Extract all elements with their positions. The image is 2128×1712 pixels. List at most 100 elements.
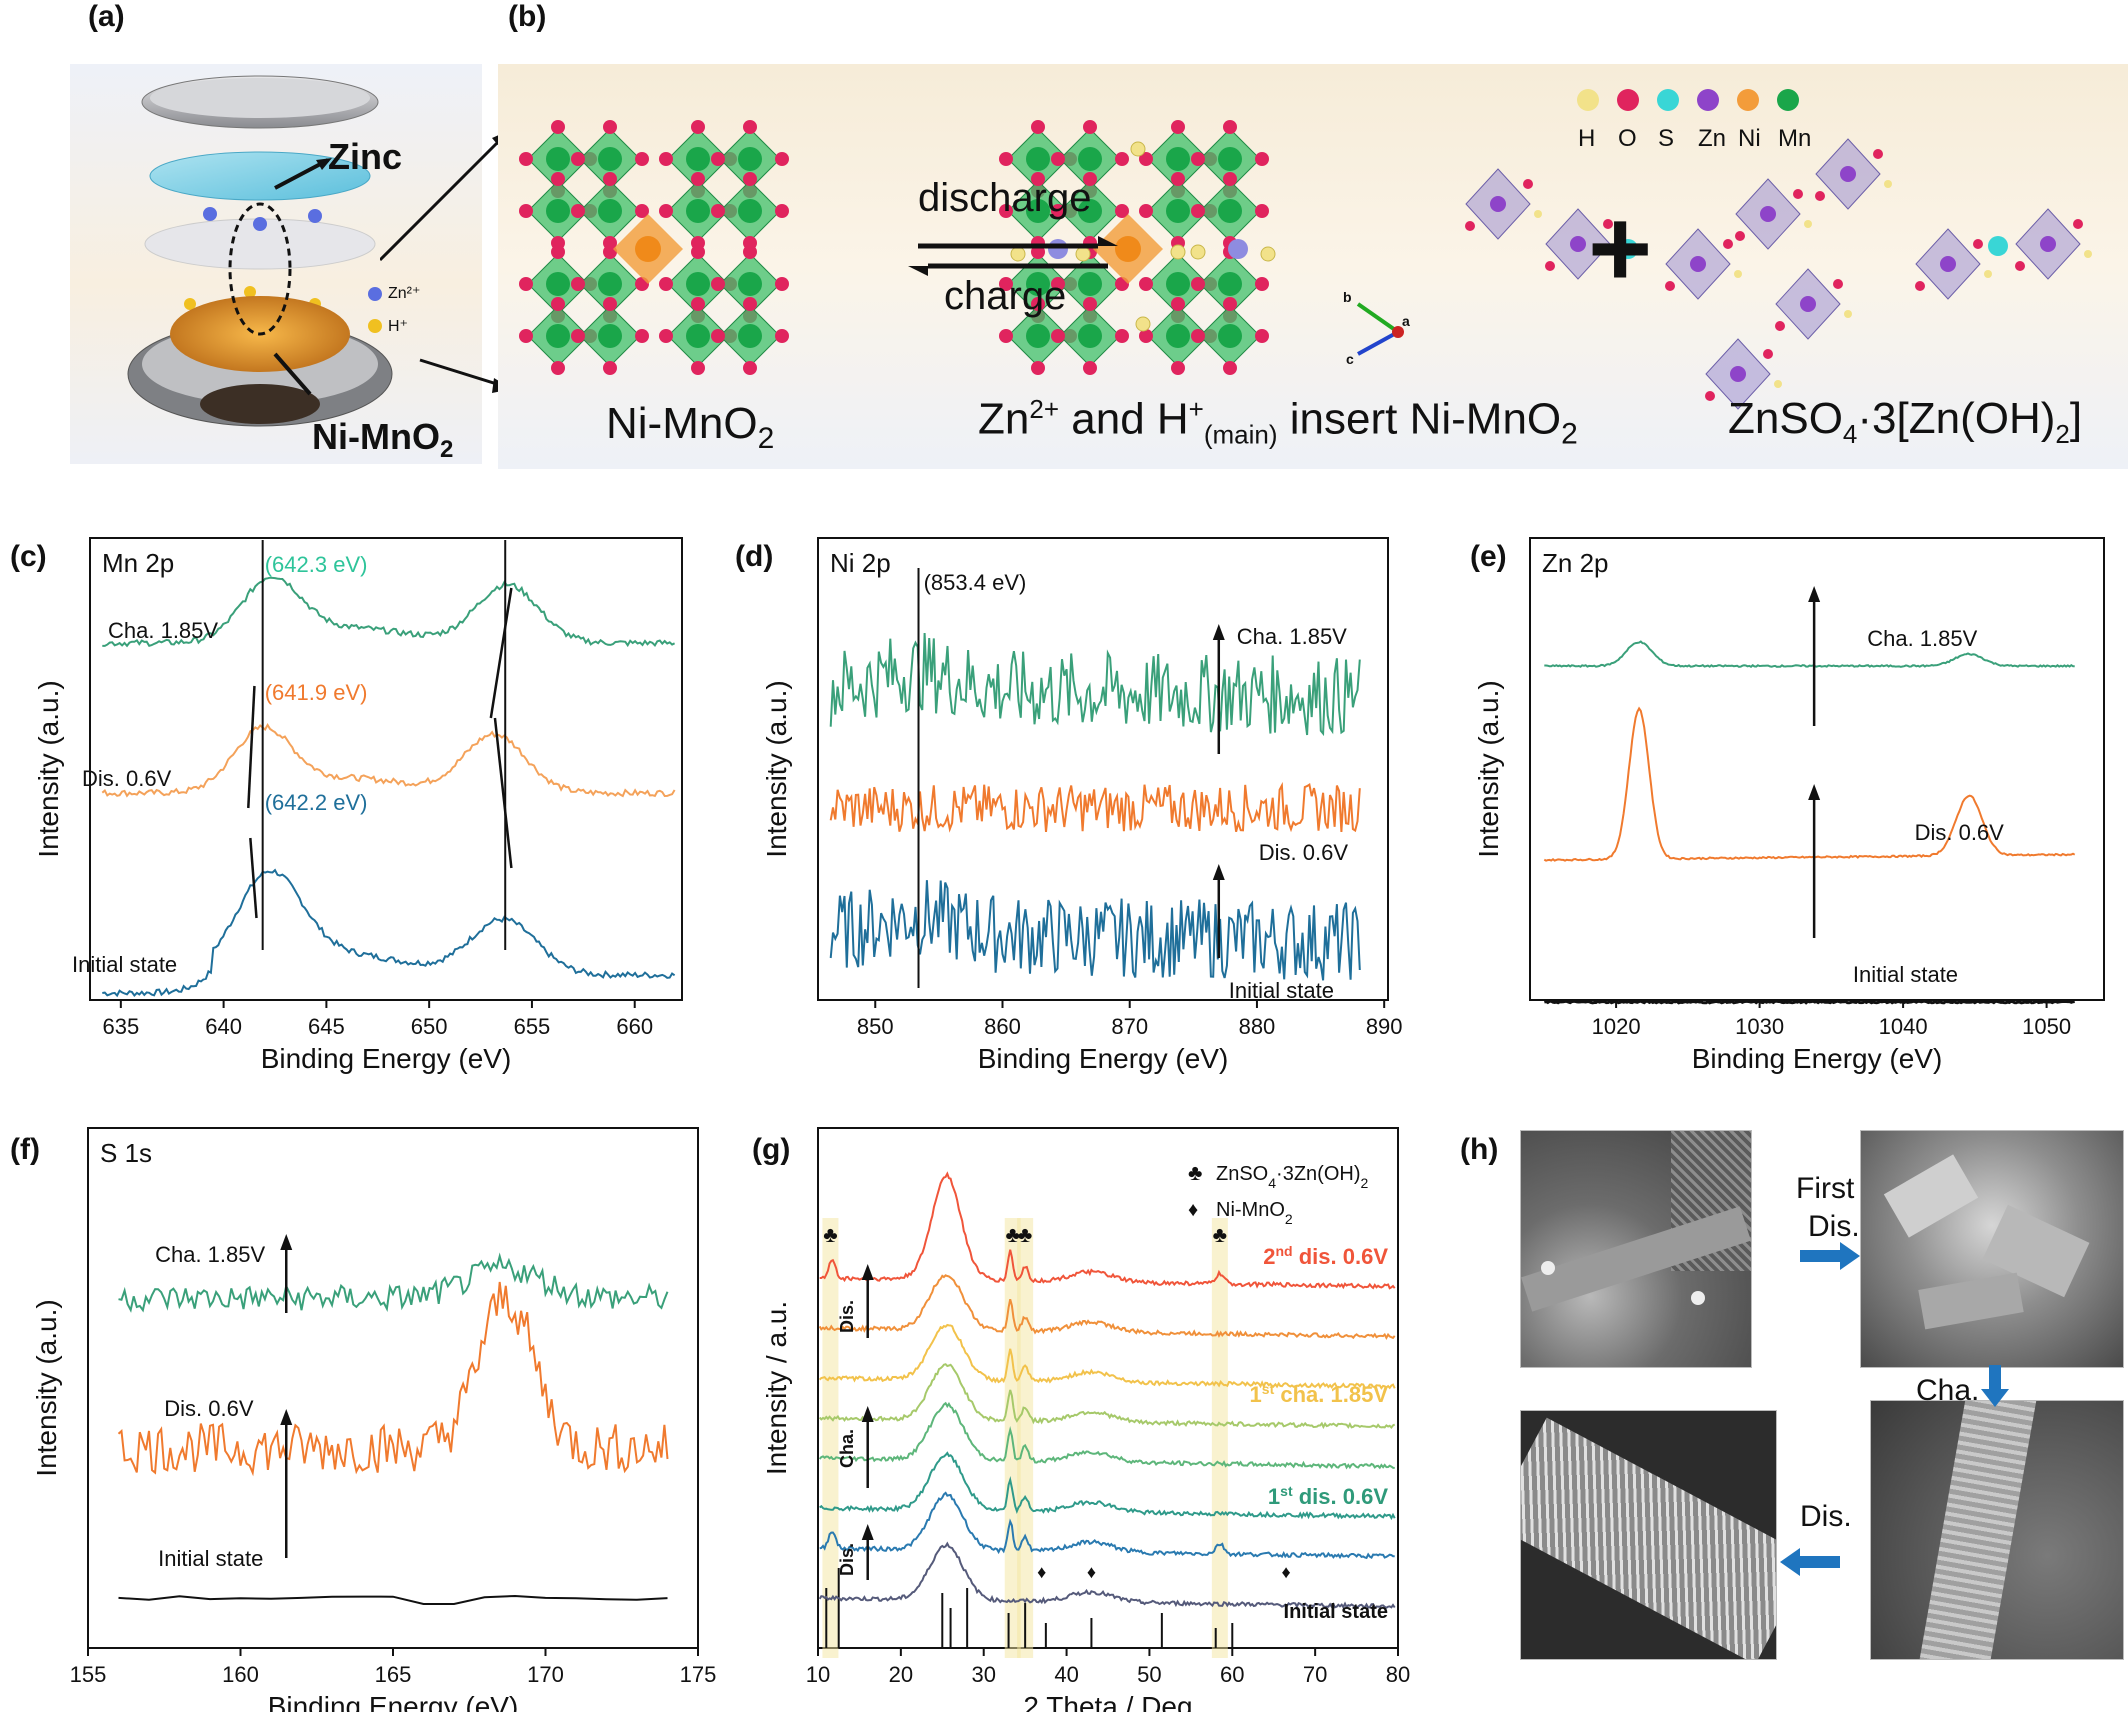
discharge-arrowhead: [1098, 236, 1118, 246]
x-tick-label: 660: [616, 1014, 653, 1039]
series-label: Initial state: [1229, 978, 1334, 1003]
shift-arrow: [489, 587, 513, 719]
series-line: [102, 868, 676, 998]
arrow-cha-head: [1808, 586, 1821, 602]
x-tick-label: 80: [1386, 1662, 1410, 1687]
shift-arrow: [247, 685, 256, 809]
sem-image-second-dis: [1520, 1410, 1777, 1660]
h-ion: [1260, 246, 1276, 262]
highlight-band: [822, 1218, 839, 1658]
x-tick-label: 650: [411, 1014, 448, 1039]
series-line: [1543, 706, 2076, 862]
highlight-band: [1017, 1218, 1034, 1658]
legend-label-zhs: ZnSO4·3Zn(OH)2: [1216, 1163, 1369, 1191]
crystal-structure-panel: H O S Zn Ni Mn b c a discharge charge Ni-MnO2 Zn…: [498, 64, 2128, 469]
y-axis-label: Intensity (a.u.): [1473, 680, 1504, 857]
series-line: [118, 1594, 668, 1605]
legend-label-ni: Ni: [1738, 125, 1761, 152]
h-ion: [1010, 246, 1026, 262]
series-line: [118, 1252, 669, 1313]
chart-g: 10 20 30 40 50 60 70 80 2 Theta / Deg Intensity /…: [761, 1127, 1410, 1712]
x-tick-label: 160: [222, 1662, 259, 1687]
series-label: Cha. 1.85V: [1867, 626, 1977, 651]
highlight-band: [1004, 1218, 1021, 1658]
x-tick-label: 175: [680, 1662, 717, 1687]
series-label: Cha. 1.85V: [108, 618, 218, 643]
zinc-anode: [149, 151, 371, 201]
panel-label-e: (e): [1470, 540, 1507, 573]
mno2-block: [999, 120, 1129, 250]
legend-label-mn: Mn: [1778, 125, 1811, 152]
mno2-block: [1139, 120, 1269, 250]
legend-atom-o: [1617, 89, 1639, 111]
s-atom: [1988, 236, 2008, 256]
x-axis-label: Binding Energy (eV): [268, 1691, 519, 1712]
series-line: [818, 1401, 1395, 1470]
series-label: Dis. 0.6V: [1915, 820, 2005, 845]
arrow-dis-head: [1212, 864, 1225, 880]
state-label-first-cha: 1st cha. 1.85V: [1250, 1381, 1389, 1407]
mno2-marker: ♦: [1282, 1562, 1291, 1582]
series-line: [818, 1274, 1396, 1340]
series-line: [829, 880, 1361, 981]
x-tick-label: 635: [102, 1014, 139, 1039]
mno2-block: [999, 245, 1129, 375]
sem-image-charged: [1870, 1400, 2124, 1660]
x-tick-label: 1030: [1735, 1014, 1784, 1039]
h-ion: [1075, 246, 1091, 262]
panel-title: Mn 2p: [102, 548, 174, 578]
panel-title: Ni 2p: [830, 548, 891, 578]
ni-atom: [1115, 236, 1141, 262]
panel-label-a: (a): [88, 0, 125, 33]
mno2-block: [519, 245, 649, 375]
arrow-dis-2-head: [861, 1264, 874, 1280]
x-tick-label: 60: [1220, 1662, 1244, 1687]
zhs-marker: ♣: [1018, 1222, 1032, 1247]
sem-image-initial: [1520, 1130, 1752, 1368]
series-line: [829, 781, 1361, 833]
legend-marker-zhs: ♣: [1188, 1160, 1202, 1185]
mno2-block: [659, 245, 789, 375]
arrow-cha-head: [280, 1234, 293, 1250]
sem-dis-label-2: Dis.: [1800, 1500, 1852, 1533]
zhs-label: ZnSO4·3[Zn(OH)2]: [1728, 394, 2083, 449]
x-axis-label: Binding Energy (eV): [1692, 1043, 1943, 1074]
axis-c-label: c: [1346, 351, 1354, 367]
battery-svg: [127, 75, 393, 427]
discharge-label: discharge: [918, 176, 1092, 220]
x-tick-label: 640: [205, 1014, 242, 1039]
s-atom: [1618, 239, 1638, 259]
axis-b: [1356, 302, 1400, 334]
legend-label-h: H: [1578, 125, 1595, 152]
y-axis-label: Intensity (a.u.): [761, 680, 792, 857]
legend-label-mno2: Ni-MnO2: [1216, 1199, 1293, 1227]
x-tick-label: 40: [1054, 1662, 1078, 1687]
x-tick-label: 50: [1137, 1662, 1161, 1687]
sem-cha-label: Cha.: [1916, 1374, 1980, 1407]
x-tick-label: 1040: [1879, 1014, 1928, 1039]
axis-a-label: a: [1402, 313, 1410, 329]
series-label: Dis. 0.6V: [1259, 840, 1349, 865]
legend-atom-h: [1577, 89, 1599, 111]
state-label-second-dis: 2nd dis. 0.6V: [1263, 1243, 1388, 1269]
shift-arrow: [493, 717, 513, 869]
x-axis-label: Binding Energy (eV): [978, 1043, 1229, 1074]
x-tick-label: 645: [308, 1014, 345, 1039]
axis-a: [1392, 326, 1404, 338]
x-tick-label: 850: [857, 1014, 894, 1039]
legend-atom-ni: [1737, 89, 1759, 111]
side-label-cha: Cha.: [837, 1429, 857, 1468]
h-ion-legend: H⁺: [388, 318, 408, 335]
panel-label-f: (f): [10, 1133, 40, 1166]
mno2-block: [519, 120, 649, 250]
plot-frame: [1529, 537, 2105, 1001]
series-label: Cha. 1.85V: [1237, 624, 1347, 649]
sem-dis-label-1: Dis.: [1808, 1210, 1860, 1243]
ni-mno2-label: Ni-MnO2: [606, 399, 775, 455]
h-ion: [1190, 244, 1206, 260]
legend-label-o: O: [1618, 125, 1637, 152]
panel-label-b: (b): [508, 0, 547, 33]
x-tick-label: 880: [1239, 1014, 1276, 1039]
legend-label-zn: Zn: [1698, 125, 1726, 152]
axis-c: [1357, 330, 1399, 356]
